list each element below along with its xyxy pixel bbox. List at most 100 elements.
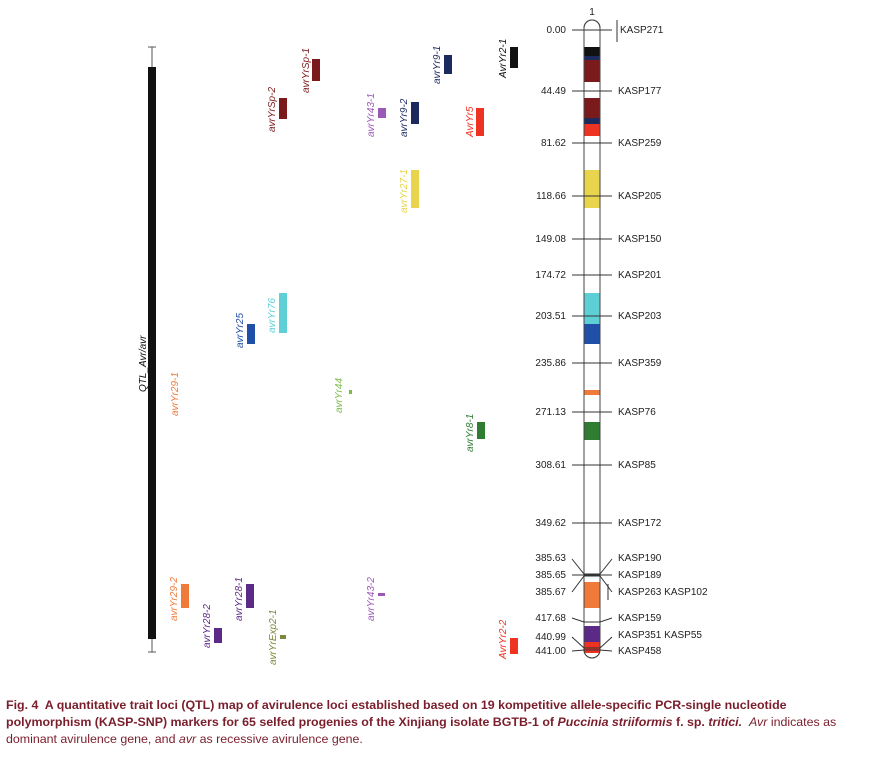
qtl-interval: QTL_Avr/avr bbox=[138, 46, 156, 653]
locus-label-4: avrYr43-1 bbox=[366, 93, 377, 137]
marker-labels: KASP271 KASP177 KASP259 KASP205 KASP150 … bbox=[618, 25, 708, 657]
marker-3: KASP205 bbox=[618, 191, 662, 202]
pos-10: 349.62 bbox=[535, 518, 566, 529]
seg-orange-1 bbox=[584, 390, 600, 395]
marker-4: KASP150 bbox=[618, 234, 662, 245]
locus-bar-12 bbox=[477, 422, 485, 439]
marker-lines bbox=[571, 20, 618, 652]
locus-label-5: avrYr9-2 bbox=[399, 98, 410, 137]
seg-orange-2 bbox=[584, 582, 600, 608]
locus-label-14: avrYr28-1 bbox=[234, 577, 245, 621]
caption-avr-lower: avr bbox=[178, 732, 197, 746]
locus-label-2: avrYr9-1 bbox=[432, 46, 443, 84]
seg-black bbox=[584, 47, 600, 57]
chromosome-id: 1 bbox=[589, 7, 595, 18]
locus-label-16: avrYr28-2 bbox=[202, 604, 213, 648]
locus-bar-17 bbox=[280, 635, 286, 639]
marker-16: KASP458 bbox=[618, 646, 662, 657]
caption-text-1: A quantitative trait loci (QTL) map of a… bbox=[6, 698, 787, 729]
pos-0: 0.00 bbox=[547, 25, 567, 36]
marker-13: KASP263 KASP102 bbox=[618, 587, 708, 598]
marker-6: KASP203 bbox=[618, 311, 662, 322]
locus-label-10: avrYr29-1 bbox=[170, 372, 181, 416]
figure-caption: Fig. 4 A quantitative trait loci (QTL) m… bbox=[6, 697, 864, 748]
pos-13: 385.67 bbox=[535, 587, 566, 598]
seg-green bbox=[584, 422, 600, 440]
locus-bar-16 bbox=[214, 628, 222, 643]
marker-15: KASP351 KASP55 bbox=[618, 630, 702, 641]
locus-bar-13 bbox=[181, 584, 189, 608]
pos-2: 81.62 bbox=[541, 138, 566, 149]
marker-0: KASP271 bbox=[620, 25, 664, 36]
locus-bar-5 bbox=[411, 102, 419, 124]
locus-label-0: AvrYr2-1 bbox=[498, 39, 509, 79]
locus-bar-9 bbox=[247, 324, 255, 344]
marker-14: KASP159 bbox=[618, 613, 662, 624]
locus-bar-18 bbox=[510, 638, 518, 654]
seg-red-1 bbox=[584, 124, 600, 136]
locus-bar-8 bbox=[279, 293, 287, 333]
locus-label-12: avrYr8-1 bbox=[465, 414, 476, 452]
locus-label-8: avrYr76 bbox=[267, 298, 278, 333]
marker-10: KASP172 bbox=[618, 518, 662, 529]
caption-species: Puccinia striiformis bbox=[557, 715, 673, 729]
marker-12: KASP189 bbox=[618, 570, 662, 581]
caption-fsp: f. sp. bbox=[675, 715, 705, 729]
caption-forma: tritici. bbox=[708, 715, 743, 729]
pos-5: 174.72 bbox=[535, 270, 566, 281]
seg-maroon-1 bbox=[584, 60, 600, 82]
pos-6: 203.51 bbox=[535, 311, 566, 322]
position-labels: 0.00 44.49 81.62 118.66 149.08 174.72 20… bbox=[535, 25, 566, 657]
locus-bar-3 bbox=[279, 98, 287, 119]
pos-4: 149.08 bbox=[535, 234, 566, 245]
locus-bar-11 bbox=[349, 390, 352, 394]
pos-9: 308.61 bbox=[535, 460, 566, 471]
locus-label-6: AvrYr5 bbox=[465, 106, 476, 138]
locus-bar-6 bbox=[476, 108, 484, 136]
locus-bar-0 bbox=[510, 47, 518, 68]
marker-8: KASP76 bbox=[618, 407, 656, 418]
locus-label-3: avrYrSp-2 bbox=[267, 87, 278, 132]
locus-bar-1 bbox=[312, 59, 320, 81]
qtl-label: QTL_Avr/avr bbox=[138, 335, 149, 392]
pos-3: 118.66 bbox=[536, 191, 566, 202]
locus-label-15: avrYr43-2 bbox=[366, 577, 377, 621]
pos-15: 440.99 bbox=[535, 632, 566, 643]
pos-1: 44.49 bbox=[541, 86, 566, 97]
qtl-map: QTL_Avr/avr 1 bbox=[138, 7, 708, 665]
locus-label-9: avrYr25 bbox=[235, 313, 246, 348]
locus-label-7: avrYr27-1 bbox=[399, 169, 410, 213]
seg-cyan bbox=[584, 293, 600, 324]
seg-navy-1 bbox=[584, 56, 600, 61]
pos-7: 235.86 bbox=[535, 358, 566, 369]
pos-11: 385.63 bbox=[535, 553, 566, 564]
marker-9: KASP85 bbox=[618, 460, 656, 471]
caption-avr-upper: Avr bbox=[748, 715, 768, 729]
marker-11: KASP190 bbox=[618, 553, 662, 564]
locus-bar-2 bbox=[444, 55, 452, 74]
seg-blue bbox=[584, 324, 600, 344]
loci: AvrYr2-1 avrYrSp-1 avrYr9-1 avrYrSp-2 av… bbox=[169, 39, 518, 665]
locus-label-13: avrYr29-2 bbox=[169, 577, 180, 621]
locus-bar-15 bbox=[378, 593, 385, 596]
locus-label-17: avrYrExp2-1 bbox=[268, 609, 279, 665]
marker-5: KASP201 bbox=[618, 270, 662, 281]
pos-14: 417.68 bbox=[535, 613, 566, 624]
caption-fig-num: Fig. 4 bbox=[6, 698, 39, 712]
seg-purple bbox=[584, 626, 600, 642]
caption-text-2: indicates as dominant avirulence gene, a… bbox=[6, 715, 837, 746]
marker-1: KASP177 bbox=[618, 86, 662, 97]
marker-2: KASP259 bbox=[618, 138, 662, 149]
marker-7: KASP359 bbox=[618, 358, 662, 369]
caption-text-3: as recessive avirulence gene. bbox=[199, 732, 363, 746]
locus-label-11: avrYr44 bbox=[334, 378, 345, 413]
locus-bar-7 bbox=[411, 170, 419, 208]
pos-8: 271.13 bbox=[535, 407, 566, 418]
locus-bar-14 bbox=[246, 584, 254, 608]
pos-12: 385.65 bbox=[535, 570, 566, 581]
chromosome: 1 bbox=[583, 7, 601, 659]
locus-label-1: avrYrSp-1 bbox=[301, 48, 312, 93]
locus-bar-4 bbox=[378, 108, 386, 118]
locus-label-18: AvrYr2-2 bbox=[498, 619, 509, 660]
seg-maroon-2 bbox=[584, 98, 600, 119]
